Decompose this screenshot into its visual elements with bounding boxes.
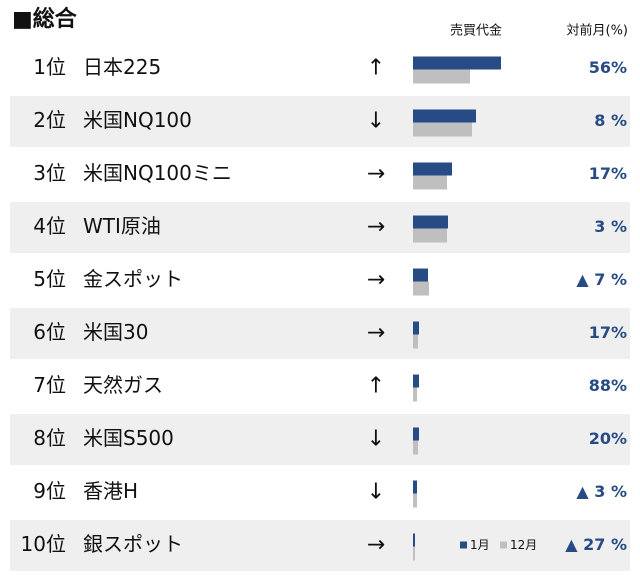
change: ▲ 7 % [576,270,627,289]
rank: 5位 [33,267,66,291]
bar-dec [413,334,418,349]
bar-jan [413,268,428,282]
bar-jan [413,109,476,123]
change: 88% [589,376,627,395]
bar-jan [413,480,417,494]
change: 17% [589,323,627,342]
trend: → [367,268,385,293]
rank: 7位 [33,373,66,397]
row-bg [10,202,630,253]
row-bg [10,255,630,306]
name: 日本225 [83,55,161,79]
row-bg [10,520,630,571]
name: 米国30 [83,320,148,344]
rank: 8位 [33,426,66,450]
row-bg [10,308,630,359]
rank: 10位 [21,532,66,556]
volume-header: 売買代金 [450,23,502,39]
trend: ↓ [367,480,385,505]
rank: 1位 [33,55,66,79]
trend: → [367,162,385,187]
legend-label: 1月 [470,538,490,552]
rank: 4位 [33,214,66,238]
bar-dec [413,122,472,137]
bar-jan [413,533,415,547]
name: WTI原油 [83,214,161,238]
bar-dec [413,228,447,243]
name: 金スポット [83,267,183,291]
trend: ↓ [367,109,385,134]
trend: → [367,533,385,558]
bar-dec [413,175,447,190]
change: 56% [589,58,627,77]
trend: ↑ [367,374,385,399]
change-header: 対前月(%) [567,23,629,39]
name: 天然ガス [83,373,163,397]
rank: 6位 [33,320,66,344]
rank: 9位 [33,479,66,503]
bar-dec [413,69,470,84]
row-bg [10,96,630,147]
bar-dec [413,387,417,402]
rank: 3位 [33,161,66,185]
change: ▲ 3 % [576,482,627,501]
row-bg [10,43,630,94]
row-bg [10,467,630,518]
legend-swatch [500,541,507,549]
bar-dec [413,440,418,455]
rank: 2位 [33,108,66,132]
bar-jan [413,56,501,70]
trend: ↓ [367,427,385,452]
name: 米国NQ100ミニ [83,161,232,185]
change: 3 % [594,217,627,236]
row-bg [10,361,630,412]
bar-dec [413,281,429,296]
bar-jan [413,215,448,229]
title: ■総合 [12,6,78,32]
bar-jan [413,427,419,441]
change: 20% [589,429,627,448]
change: 8 % [594,111,627,130]
bar-dec [413,546,415,561]
change: 17% [589,164,627,183]
name: 香港H [83,479,138,503]
name: 銀スポット [83,532,183,556]
legend-label: 12月 [510,538,537,552]
name: 米国S500 [83,426,174,450]
bar-dec [413,493,417,508]
legend-swatch [460,541,467,549]
bar-jan [413,374,419,388]
change: ▲ 27 % [565,535,627,554]
bar-jan [413,321,419,335]
row-bg [10,149,630,200]
trend: → [367,321,385,346]
name: 米国NQ100 [83,108,192,132]
trend: → [367,215,385,240]
bar-jan [413,162,452,176]
trend: ↑ [367,56,385,81]
row-bg [10,414,630,465]
